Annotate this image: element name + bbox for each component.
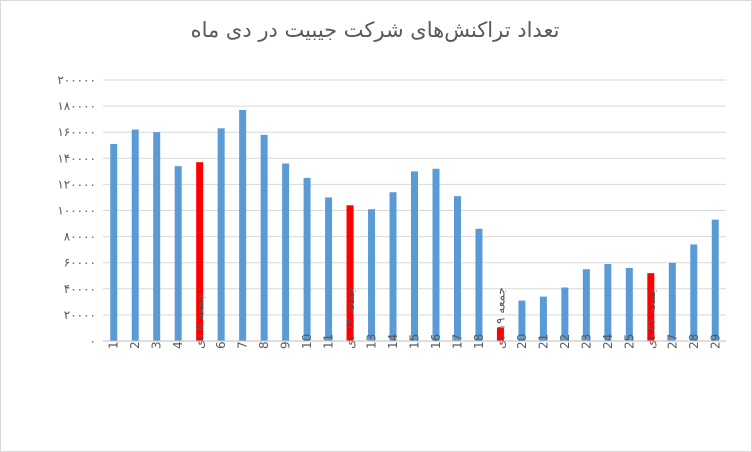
y-tick-label: ۰ — [90, 334, 96, 348]
bar — [389, 192, 397, 341]
bar — [582, 269, 590, 341]
bar — [411, 171, 418, 341]
bar-highlight — [196, 162, 204, 341]
x-tick-label: 8 — [257, 341, 271, 349]
y-tick-label: ۲۰۰۰۰ — [64, 308, 96, 322]
bar-highlight — [346, 205, 354, 341]
y-tick-label: ۱۲۰۰۰۰ — [57, 177, 96, 191]
y-tick-label: ۸۰۰۰۰ — [64, 230, 96, 244]
bar — [131, 129, 139, 341]
bar — [217, 128, 225, 341]
y-tick-label: ۲۰۰۰۰۰ — [57, 73, 96, 87]
y-tick-label: ۱۸۰۰۰۰ — [57, 99, 96, 113]
bar — [625, 267, 633, 341]
chart-title: تعداد تراکنش‌های شرکت جیبیت در دی ماه — [190, 18, 560, 42]
bar — [282, 163, 290, 341]
bar — [325, 197, 333, 341]
bar — [110, 143, 118, 341]
bar — [453, 196, 461, 341]
x-tick-label: 9 — [279, 341, 293, 349]
bar — [711, 219, 719, 341]
x-tick-label: 4 — [171, 341, 185, 349]
bar-highlight — [496, 327, 504, 341]
y-tick-label: ۶۰۰۰۰ — [64, 256, 96, 270]
bar — [690, 244, 698, 341]
bar — [174, 166, 182, 341]
y-tick-label: ۱۰۰۰۰۰ — [57, 204, 96, 218]
bar — [475, 228, 483, 341]
bars — [110, 110, 719, 341]
bar — [368, 209, 376, 341]
bar-highlight — [647, 273, 655, 341]
bar — [561, 287, 569, 341]
y-tick-label: ۴۰۰۰۰ — [64, 282, 96, 296]
bar — [153, 132, 161, 341]
bar — [303, 177, 311, 341]
bar — [432, 168, 440, 341]
x-tick-label: جمعه ۱۲ دی — [343, 287, 357, 349]
bar — [260, 134, 268, 341]
y-axis-ticks: ۰ ۲۰۰۰۰ ۴۰۰۰۰ ۶۰۰۰۰ ۸۰۰۰۰ ۱۰۰۰۰۰ ۱۲۰۰۰۰ ۱۴۰۰۰۰ ۱… — [57, 73, 96, 348]
x-tick-label: 6 — [214, 341, 228, 349]
x-tick-label: جمعه ۵ دی — [193, 294, 207, 349]
x-tick-label: 7 — [236, 341, 250, 349]
x-tick-label: 3 — [150, 341, 164, 349]
bar — [604, 264, 612, 341]
bar — [668, 262, 676, 341]
x-tick-label: 2 — [128, 341, 142, 349]
bar — [539, 296, 547, 341]
bar — [239, 110, 247, 341]
y-tick-label: ۱۴۰۰۰۰ — [57, 151, 96, 165]
y-tick-label: ۱۶۰۰۰۰ — [57, 125, 96, 139]
x-tick-label: 1 — [107, 341, 121, 349]
x-tick-label: جمعه ۲۶ دی — [644, 287, 658, 349]
x-tick-label: جمعه ۱۹ دی — [493, 287, 507, 349]
bar — [518, 300, 526, 341]
